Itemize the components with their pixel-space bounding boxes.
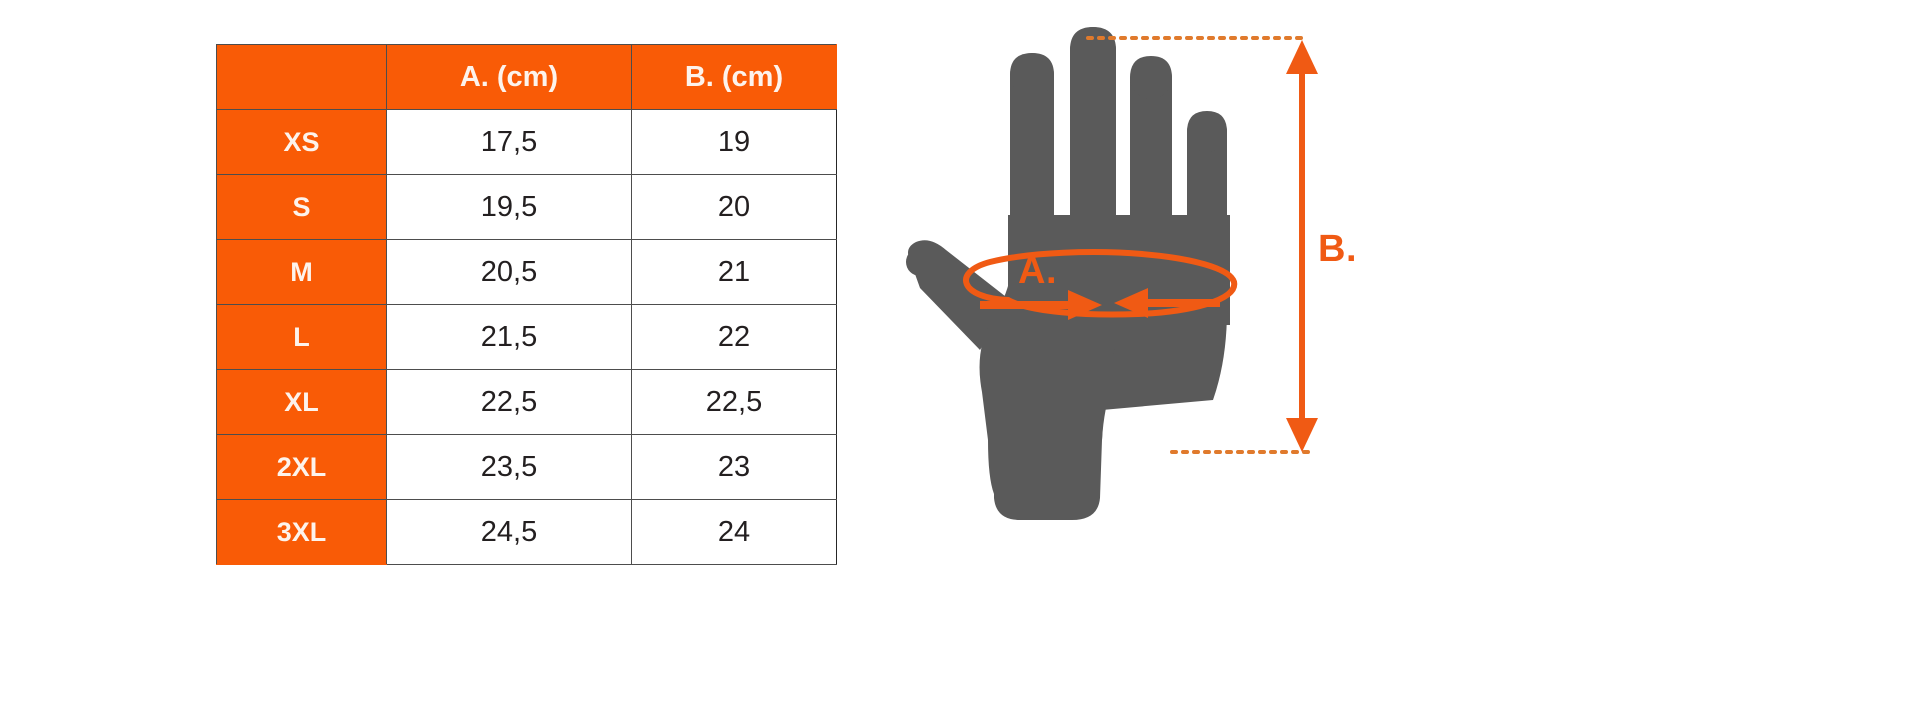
measure-b-annotation <box>1086 36 1318 454</box>
value-b: 19 <box>631 109 837 175</box>
table-row: M 20,5 21 <box>216 239 837 305</box>
table-row: L 21,5 22 <box>216 304 837 370</box>
size-label: S <box>216 174 387 240</box>
value-a: 17,5 <box>386 109 632 175</box>
value-b: 23 <box>631 434 837 500</box>
arrow-head-down <box>1286 418 1318 452</box>
value-b: 20 <box>631 174 837 240</box>
table-row: 3XL 24,5 24 <box>216 499 837 565</box>
value-b: 22 <box>631 304 837 370</box>
value-b: 24 <box>631 499 837 565</box>
table-row: XL 22,5 22,5 <box>216 369 837 435</box>
table-row: XS 17,5 19 <box>216 109 837 175</box>
hand-silhouette <box>906 27 1230 520</box>
value-a: 21,5 <box>386 304 632 370</box>
value-a: 20,5 <box>386 239 632 305</box>
value-b: 21 <box>631 239 837 305</box>
value-a: 23,5 <box>386 434 632 500</box>
size-table: A. (cm) B. (cm) XS 17,5 19 S 19,5 20 M 2… <box>216 44 837 565</box>
table-row: 2XL 23,5 23 <box>216 434 837 500</box>
measure-a-label: A. <box>1018 250 1057 292</box>
size-label: XS <box>216 109 387 175</box>
size-label: M <box>216 239 387 305</box>
measure-b-label: B. <box>1318 228 1357 270</box>
value-a: 24,5 <box>386 499 632 565</box>
table-header-row: A. (cm) B. (cm) <box>216 44 837 110</box>
size-label: XL <box>216 369 387 435</box>
arrow-head-up <box>1286 40 1318 74</box>
hand-measurement-diagram <box>890 10 1450 550</box>
table-row: S 19,5 20 <box>216 174 837 240</box>
value-a: 22,5 <box>386 369 632 435</box>
size-table-container: A. (cm) B. (cm) XS 17,5 19 S 19,5 20 M 2… <box>216 44 837 565</box>
header-size-blank <box>216 44 387 110</box>
size-label: 3XL <box>216 499 387 565</box>
header-measurement-a: A. (cm) <box>386 44 632 110</box>
size-label: L <box>216 304 387 370</box>
value-a: 19,5 <box>386 174 632 240</box>
measure-a-annotation <box>963 249 1238 320</box>
header-measurement-b: B. (cm) <box>631 44 837 110</box>
value-b: 22,5 <box>631 369 837 435</box>
size-label: 2XL <box>216 434 387 500</box>
